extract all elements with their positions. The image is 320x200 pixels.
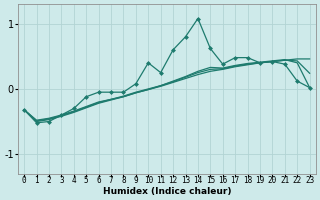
X-axis label: Humidex (Indice chaleur): Humidex (Indice chaleur) xyxy=(103,187,231,196)
